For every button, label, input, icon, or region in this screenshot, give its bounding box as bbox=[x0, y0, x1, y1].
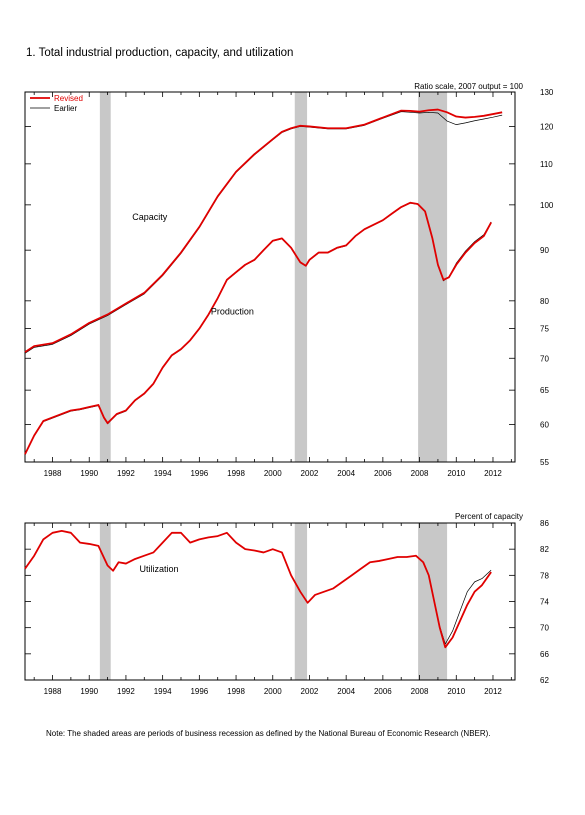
top-x-tick-label: 2006 bbox=[374, 469, 392, 478]
top-plot-frame bbox=[24, 91, 516, 463]
top-y-tick-label: 130 bbox=[540, 88, 554, 97]
bottom-x-tick-label: 2010 bbox=[447, 687, 465, 696]
top-x-tick-label: 2002 bbox=[301, 469, 319, 478]
top-series-capacity-revised-line bbox=[24, 108, 503, 353]
bottom-x-tick-label: 2008 bbox=[411, 687, 429, 696]
chart-utilization: 1988 1990 1992 1994 1996 1998 2000 2002 2004 2006… bbox=[24, 512, 549, 696]
bottom-y-tick-label: 70 bbox=[540, 624, 549, 633]
top-y-tick-label: 65 bbox=[540, 386, 549, 395]
top-x-tick-label: 2000 bbox=[264, 469, 282, 478]
top-recession-band-2 bbox=[294, 92, 308, 462]
top-x-tick-label: 2008 bbox=[411, 469, 429, 478]
bottom-x-tick-label: 1994 bbox=[154, 687, 172, 696]
top-y-tick-label: 60 bbox=[540, 421, 549, 430]
bottom-y-tick-label: 86 bbox=[540, 519, 549, 528]
top-x-tick-label: 1996 bbox=[190, 469, 208, 478]
top-x-tick-label: 1992 bbox=[117, 469, 135, 478]
top-y-tick-label: 55 bbox=[540, 458, 549, 467]
bottom-x-tick-label: 2012 bbox=[484, 687, 502, 696]
bottom-y-tick-label: 62 bbox=[540, 676, 549, 685]
legend-label-earlier: Earlier bbox=[54, 104, 77, 113]
top-annotation-capacity: Capacity bbox=[132, 212, 168, 222]
bottom-x-tick-label: 1990 bbox=[80, 687, 98, 696]
bottom-y-tick-label: 74 bbox=[540, 598, 549, 607]
bottom-x-tick-label: 1998 bbox=[227, 687, 245, 696]
top-annotation-production: Production bbox=[211, 306, 254, 316]
bottom-recession-band-3 bbox=[418, 523, 448, 680]
top-y-tick-label: 120 bbox=[540, 122, 554, 131]
top-x-tick-label: 1990 bbox=[80, 469, 98, 478]
top-y-tick-label: 90 bbox=[540, 246, 549, 255]
chart-production-capacity: 1988 1990 1992 1994 1996 1998 2000 2002 2004 2006… bbox=[24, 82, 554, 478]
top-recession-band-1 bbox=[99, 92, 111, 462]
bottom-x-tick-label: 1996 bbox=[190, 687, 208, 696]
bottom-y-tick-label: 82 bbox=[540, 545, 549, 554]
top-y-axis-label: Ratio scale, 2007 output = 100 bbox=[414, 82, 523, 91]
bottom-x-tick-label: 2004 bbox=[337, 687, 355, 696]
bottom-y-axis-label: Percent of capacity bbox=[455, 512, 523, 521]
bottom-series-revised-line bbox=[24, 529, 492, 649]
top-x-tick-label: 1998 bbox=[227, 469, 245, 478]
top-x-tick-label: 2012 bbox=[484, 469, 502, 478]
top-x-tick-label: 1988 bbox=[44, 469, 62, 478]
top-y-tick-label: 70 bbox=[540, 354, 549, 363]
top-series-production-revised-line bbox=[24, 201, 492, 455]
bottom-x-tick-label: 2000 bbox=[264, 687, 282, 696]
top-y-tick-label: 75 bbox=[540, 325, 549, 334]
recession-note: Note: The shaded areas are periods of bu… bbox=[46, 729, 491, 738]
bottom-recession-band-1 bbox=[99, 523, 111, 680]
top-x-tick-label: 1994 bbox=[154, 469, 172, 478]
top-x-tick-label: 2010 bbox=[447, 469, 465, 478]
bottom-y-tick-label: 78 bbox=[540, 571, 549, 580]
top-y-tick-label: 100 bbox=[540, 201, 554, 210]
legend-label-revised: Revised bbox=[54, 94, 83, 103]
bottom-x-tick-label: 2006 bbox=[374, 687, 392, 696]
top-x-tick-label: 2004 bbox=[337, 469, 355, 478]
bottom-recession-band-2 bbox=[294, 523, 308, 680]
top-y-tick-label: 80 bbox=[540, 297, 549, 306]
bottom-y-tick-label: 66 bbox=[540, 650, 549, 659]
bottom-annotation-utilization: Utilization bbox=[139, 564, 178, 574]
figure-title: 1. Total industrial production, capacity… bbox=[26, 47, 293, 59]
bottom-x-tick-label: 2002 bbox=[301, 687, 319, 696]
bottom-x-tick-label: 1988 bbox=[44, 687, 62, 696]
bottom-x-tick-label: 1992 bbox=[117, 687, 135, 696]
top-y-tick-label: 110 bbox=[540, 160, 553, 169]
